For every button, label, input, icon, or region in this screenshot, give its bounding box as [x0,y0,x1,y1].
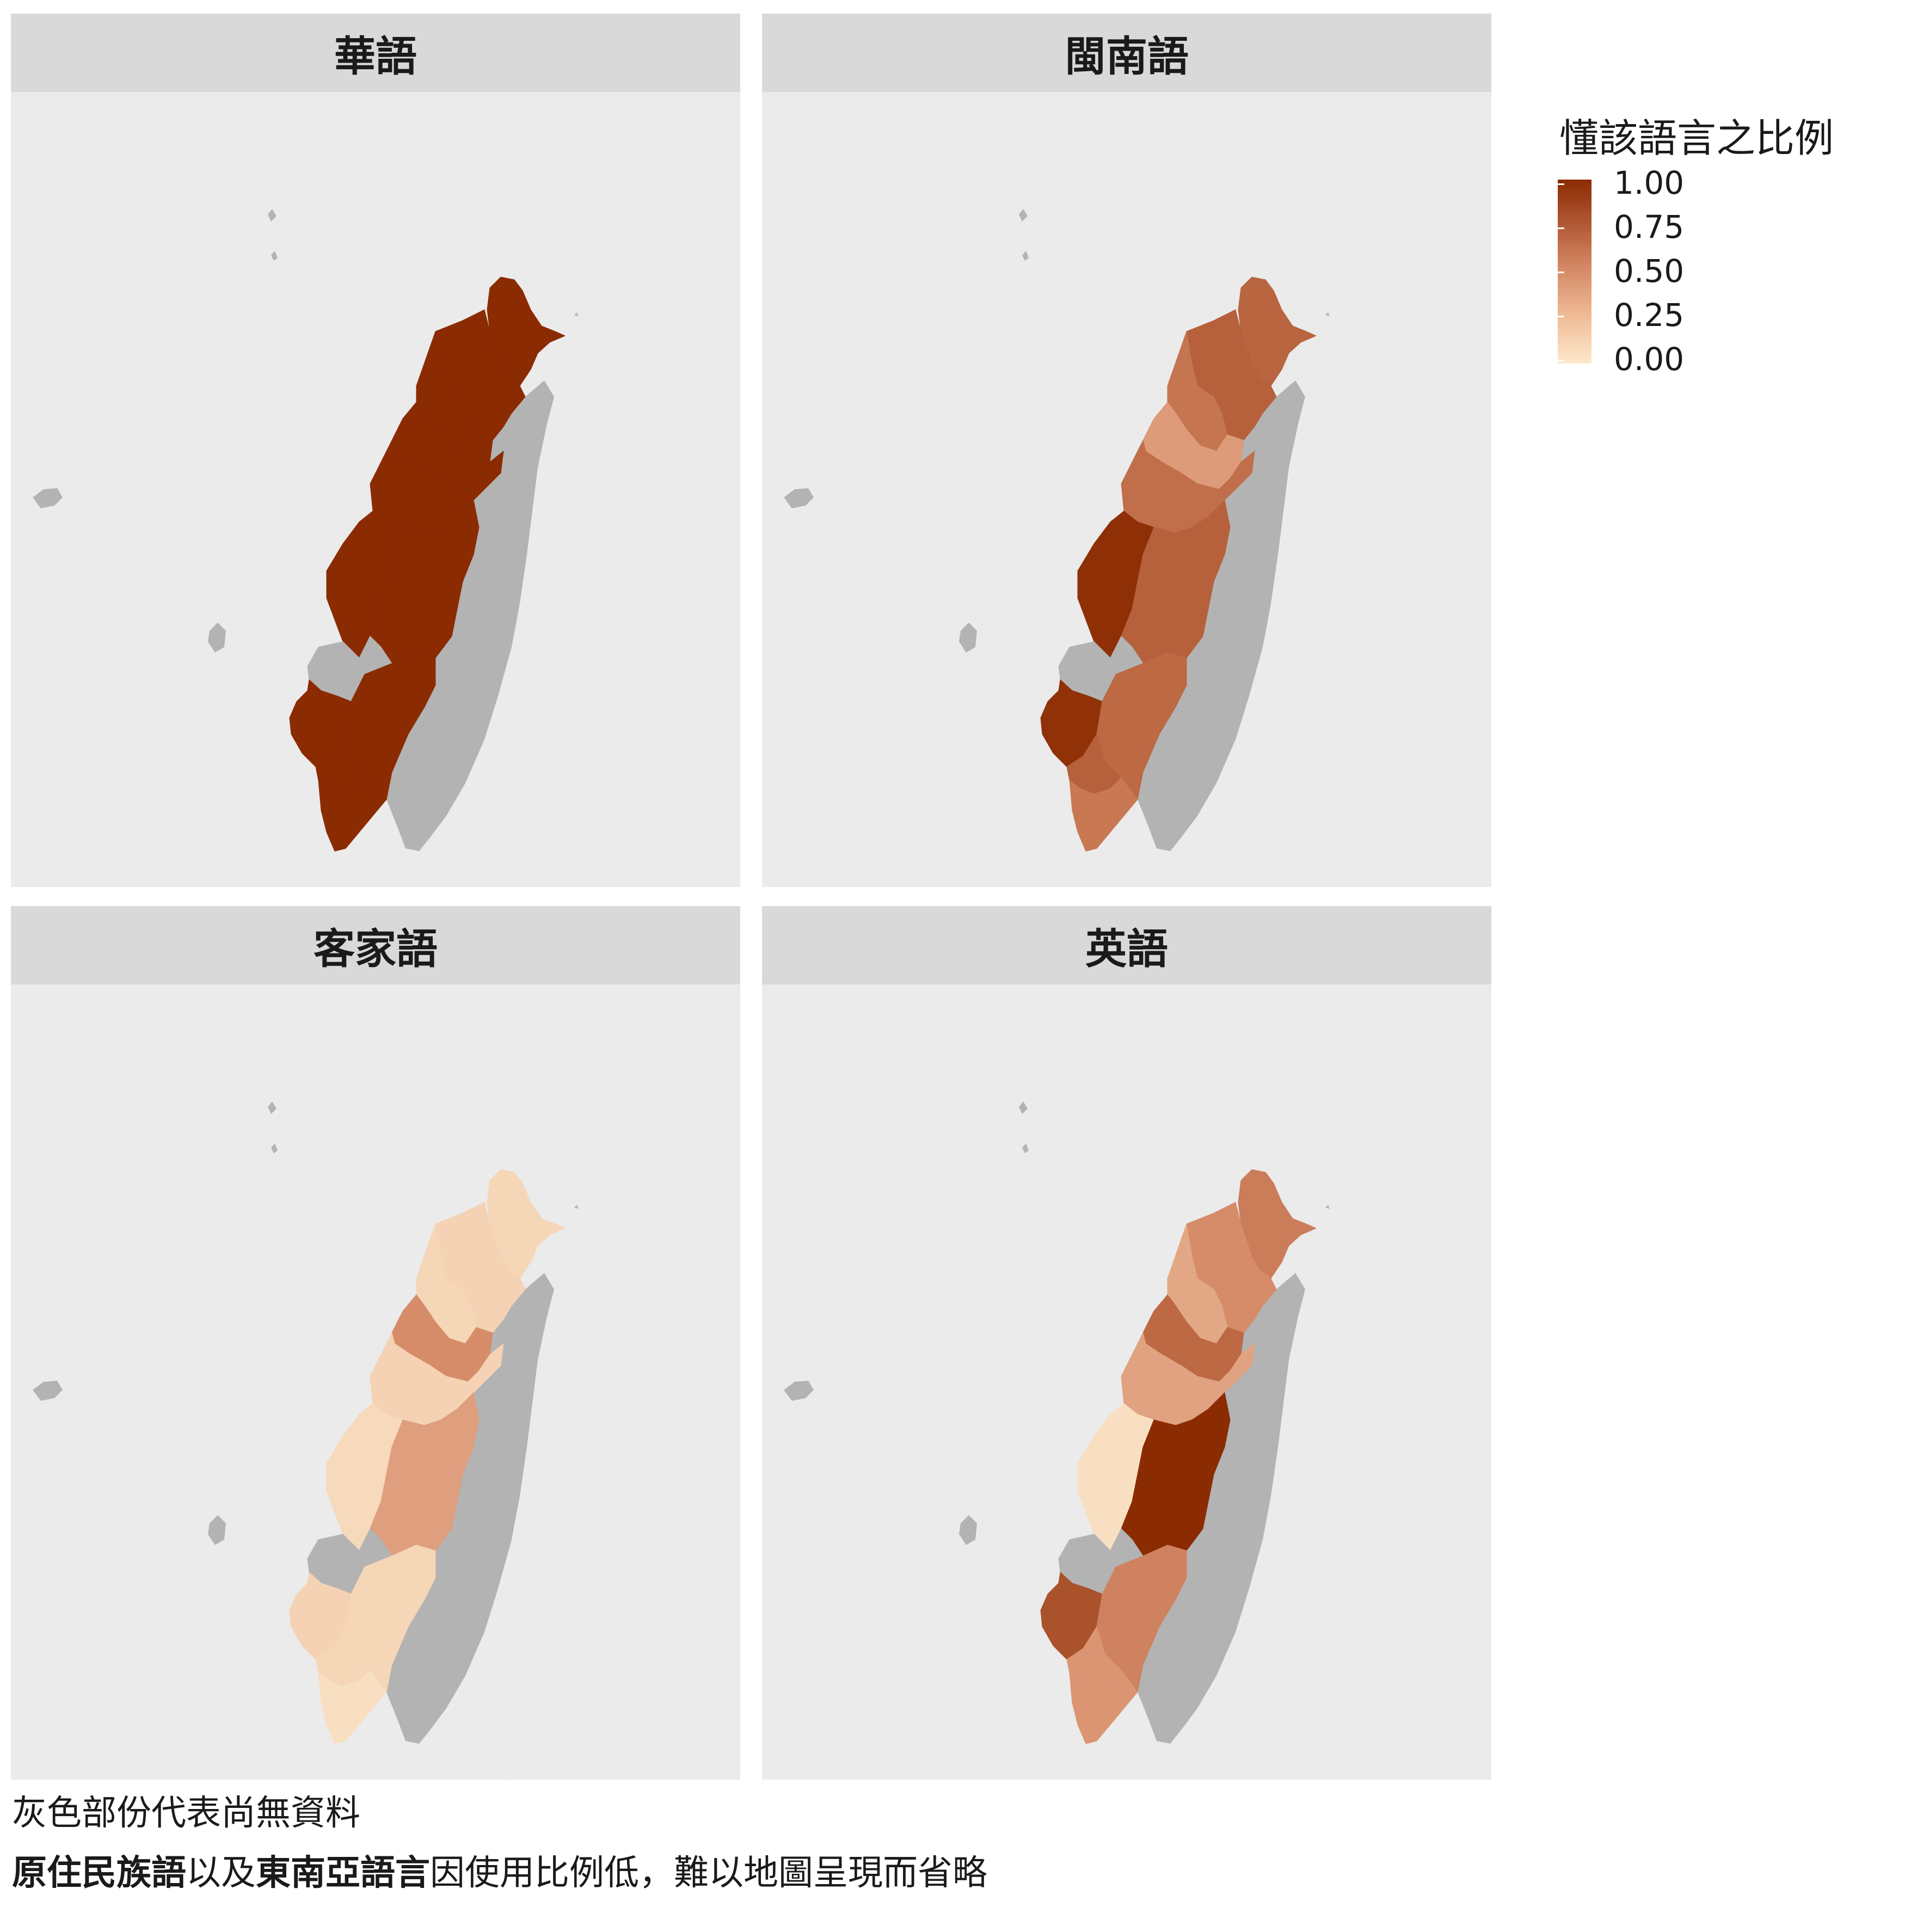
legend-tickmark [1558,316,1564,317]
island-outline [271,1143,278,1153]
taiwan-map [33,1102,579,1780]
island-outline [784,488,814,508]
island-outline [33,1381,63,1401]
island-outline [271,251,278,261]
legend-title: 懂該語言之比例 [1559,115,1834,161]
taiwan-map [784,1102,1330,1780]
facet-panel-mandarin: 華語 [11,14,740,887]
island-outline [1022,1143,1029,1153]
missing-data-note: 灰色部份代表尚無資料 [12,1793,360,1833]
region-nantou [1121,1392,1231,1556]
island-outline [1325,312,1330,316]
note-bold-text: 原住民族語 [12,1853,186,1893]
island-outline [574,1205,579,1209]
facet-strip-title: 閩南語 [762,14,1491,92]
island-outline [268,1102,276,1114]
note-text: 以及 [186,1853,256,1893]
region-nantou [370,499,480,664]
island-outline [1019,1102,1028,1114]
region-pingtung [1069,777,1138,852]
island-outline [959,623,977,653]
island-outline [33,488,63,508]
taiwan-map [33,209,579,887]
island-outline [268,209,276,221]
legend-tickmark [1558,183,1564,185]
region-pingtung [1069,1670,1138,1744]
island-outline [1325,1205,1330,1209]
island-outline [1019,209,1028,221]
legend-tick-label: 0.25 [1614,297,1685,334]
taiwan-map [784,209,1330,887]
island-outline [208,623,226,653]
island-outline [208,1515,226,1545]
map-plot-area [762,985,1491,1780]
island-outline [508,1779,509,1780]
map-plot-area [11,92,740,887]
legend-tick-label: 0.75 [1614,208,1685,245]
map-plot-area [11,985,740,1780]
facet-panel-english: 英語 [762,906,1491,1780]
facet-strip-title: 客家語 [11,906,740,985]
facet-panel-minnan: 閩南語 [762,14,1491,887]
region-nantou [370,1392,480,1556]
legend-tickmark [1558,360,1564,361]
island-outline [959,1515,977,1545]
map-plot-area [762,92,1491,887]
legend-tick-label: 0.00 [1614,341,1685,378]
region-pingtung [318,777,387,852]
note-text: 因使用比例低，難以地圖呈現而省略 [430,1853,987,1893]
region-pingtung [318,1670,387,1744]
omitted-languages-note: 原住民族語以及東南亞語言因使用比例低，難以地圖呈現而省略 [12,1845,987,1895]
island-outline [1022,251,1029,261]
island-outline [1259,1779,1261,1780]
region-nantou [1121,499,1231,664]
legend-tick-label: 1.00 [1614,164,1685,201]
note-bold-text: 東南亞語言 [256,1853,430,1893]
legend-tick-label: 0.50 [1614,253,1685,290]
facet-panel-hakka: 客家語 [11,906,740,1780]
island-outline [574,312,579,316]
facet-strip-title: 英語 [762,906,1491,985]
legend-tickmark [1558,227,1564,229]
facet-strip-title: 華語 [11,14,740,92]
legend-tickmark [1558,272,1564,273]
island-outline [784,1381,814,1401]
